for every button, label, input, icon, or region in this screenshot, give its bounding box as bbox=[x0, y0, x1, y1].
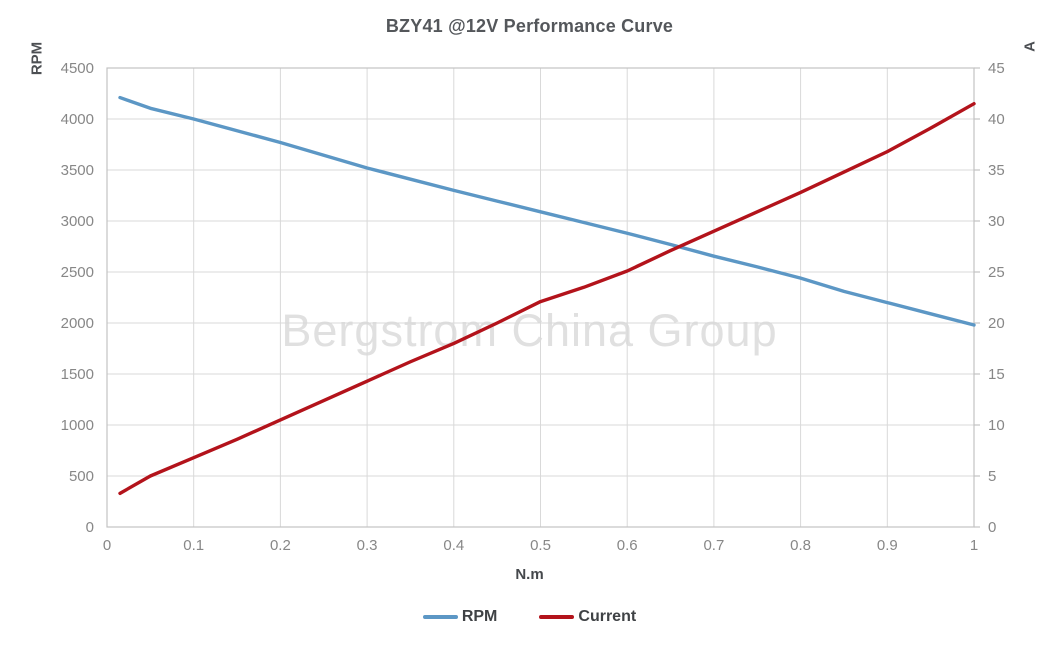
x-axis-tick-label: 0.9 bbox=[877, 537, 898, 554]
left-axis-tick-label: 0 bbox=[86, 519, 94, 536]
legend-item-current: Current bbox=[539, 608, 636, 626]
x-axis-tick-label: 1 bbox=[970, 537, 978, 554]
right-axis-tick-label: 45 bbox=[988, 60, 1005, 77]
chart-title: BZY41 @12V Performance Curve bbox=[385, 16, 674, 36]
right-axis-tick-label: 35 bbox=[988, 162, 1005, 179]
right-axis-tick-label: 40 bbox=[988, 111, 1005, 128]
left-axis-tick-label: 4500 bbox=[61, 60, 94, 77]
x-axis-tick-label: 0.2 bbox=[270, 537, 291, 554]
left-axis-tick-label: 3000 bbox=[61, 213, 94, 230]
x-axis-tick-label: 0.6 bbox=[617, 537, 638, 554]
current-line-marker-icon bbox=[539, 615, 575, 619]
plot-frame bbox=[106, 67, 975, 528]
left-axis-tick-label: 4000 bbox=[61, 111, 94, 128]
x-axis-tick-label: 0.1 bbox=[183, 537, 204, 554]
left-axis-tick-label: 2000 bbox=[61, 315, 94, 332]
legend-item-rpm: RPM bbox=[422, 608, 498, 626]
right-axis-tick-label: 25 bbox=[988, 264, 1005, 281]
left-axis-tick-label: 3500 bbox=[61, 162, 94, 179]
x-axis-tick-label: 0.7 bbox=[703, 537, 724, 554]
x-axis-tick-label: 0.8 bbox=[790, 537, 811, 554]
right-axis-tick-label: 10 bbox=[988, 417, 1005, 434]
x-axis-tick-label: 0.4 bbox=[443, 537, 464, 554]
x-axis-tick-label: 0.3 bbox=[357, 537, 378, 554]
left-axis-tick-label: 1000 bbox=[61, 417, 94, 434]
right-axis-tick-label: 5 bbox=[988, 468, 996, 485]
right-axis-tick-label: 0 bbox=[988, 519, 996, 536]
right-axis-tick-label: 15 bbox=[988, 366, 1005, 383]
left-axis-tick-label: 500 bbox=[69, 468, 94, 485]
x-axis-label: N.m bbox=[515, 566, 544, 583]
series-line-current bbox=[118, 101, 976, 496]
rpm-line-marker-icon bbox=[422, 615, 458, 619]
right-axis-tick-label: 30 bbox=[988, 213, 1005, 230]
left-axis-tick-label: 2500 bbox=[61, 264, 94, 281]
x-axis-tick-label: 0 bbox=[103, 537, 111, 554]
legend-label-rpm: RPM bbox=[461, 608, 498, 625]
series-line-rpm bbox=[118, 95, 976, 327]
x-axis-tick-label: 0.5 bbox=[530, 537, 551, 554]
legend: RPM Current bbox=[0, 608, 1059, 626]
left-axis-tick-label: 1500 bbox=[61, 366, 94, 383]
legend-label-current: Current bbox=[578, 608, 637, 625]
right-axis-tick-label: 20 bbox=[988, 315, 1005, 332]
